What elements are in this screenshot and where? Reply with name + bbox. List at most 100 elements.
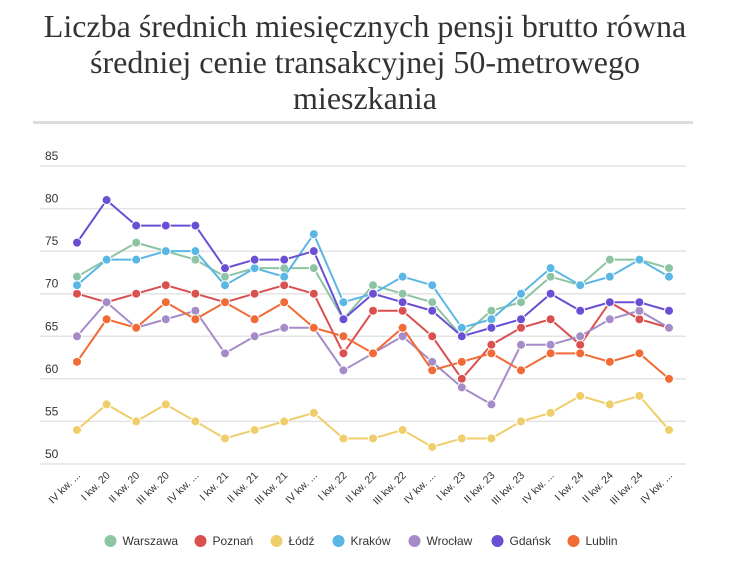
data-point: [190, 246, 201, 257]
data-point: [249, 331, 260, 342]
data-point: [545, 407, 556, 418]
data-point: [516, 416, 526, 427]
data-point: [427, 305, 438, 316]
x-tick-label: III kw. 23: [489, 470, 527, 508]
y-tick-label: 75: [45, 234, 59, 248]
data-point: [131, 237, 142, 248]
data-point: [338, 433, 349, 444]
data-point: [575, 305, 586, 316]
data-point: [160, 297, 171, 308]
data-point: [486, 348, 497, 359]
y-tick-label: 60: [45, 362, 59, 376]
data-point: [427, 280, 438, 291]
data-point: [397, 424, 408, 435]
data-point: [131, 220, 142, 231]
data-point: [279, 416, 290, 427]
data-point: [397, 305, 408, 316]
data-point: [456, 322, 467, 333]
data-point: [279, 297, 290, 308]
data-point: [160, 246, 171, 257]
data-point: [190, 254, 201, 265]
y-tick-label: 55: [45, 404, 59, 418]
data-point: [279, 322, 290, 333]
data-point: [456, 382, 467, 393]
legend-label: Warszawa: [123, 534, 179, 548]
data-point: [545, 271, 556, 282]
y-tick-label: 65: [45, 319, 59, 333]
x-tick-label: IV kw. ...: [47, 470, 84, 507]
data-point: [604, 356, 615, 367]
data-point: [456, 331, 467, 342]
data-point: [72, 331, 82, 342]
x-tick-label: IV kw. ...: [283, 470, 320, 507]
data-point: [604, 254, 615, 265]
data-point: [634, 254, 645, 265]
data-point: [634, 348, 645, 359]
data-point: [72, 280, 82, 291]
x-tick-label: IV kw. ...: [639, 470, 676, 507]
data-point: [249, 263, 260, 274]
data-point: [220, 263, 230, 274]
data-point: [308, 229, 319, 240]
data-point: [545, 314, 556, 325]
data-point: [190, 288, 201, 299]
data-point: [308, 246, 319, 257]
data-point: [368, 288, 378, 299]
data-point: [427, 331, 438, 342]
data-point: [249, 424, 260, 435]
data-point: [72, 424, 82, 435]
data-point: [575, 339, 586, 350]
data-point: [220, 297, 230, 308]
data-point: [249, 288, 260, 299]
y-tick-label: 80: [45, 192, 59, 206]
x-tick-label: III kw. 24: [608, 470, 646, 508]
data-point: [664, 373, 674, 384]
data-point: [516, 314, 526, 325]
data-point: [486, 433, 497, 444]
data-point: [486, 305, 497, 316]
data-point: [604, 399, 615, 410]
data-point: [101, 297, 112, 308]
data-point: [160, 280, 171, 291]
data-point: [634, 314, 645, 325]
data-point: [308, 288, 319, 299]
data-point: [72, 288, 82, 299]
data-point: [634, 305, 645, 316]
legend-marker: [270, 535, 283, 547]
data-point: [664, 271, 674, 282]
data-point: [101, 399, 112, 410]
data-point: [486, 339, 497, 350]
chart-title: Liczba średnich miesięcznych pensji brut…: [43, 8, 687, 116]
data-point: [427, 365, 438, 376]
legend-marker: [408, 535, 421, 547]
data-point: [308, 407, 319, 418]
data-point: [456, 373, 467, 384]
x-tick-label: IV kw. ...: [402, 470, 439, 507]
data-point: [516, 288, 526, 299]
data-point: [368, 305, 378, 316]
data-point: [190, 416, 201, 427]
data-point: [664, 424, 674, 435]
title-divider: [33, 121, 693, 124]
y-tick-label: 70: [45, 277, 59, 291]
data-point: [516, 322, 526, 333]
data-point: [427, 297, 438, 308]
data-point: [516, 365, 526, 376]
data-point: [279, 271, 290, 282]
legend-label: Lublin: [586, 534, 618, 548]
data-point: [604, 271, 615, 282]
y-tick-label: 50: [45, 447, 59, 461]
data-point: [545, 263, 556, 274]
data-point: [338, 314, 349, 325]
data-point: [516, 339, 526, 350]
data-point: [545, 348, 556, 359]
data-point: [72, 237, 82, 248]
data-point: [72, 271, 82, 282]
data-point: [664, 305, 674, 316]
data-point: [575, 348, 586, 359]
data-point: [575, 331, 586, 342]
data-point: [279, 254, 290, 265]
x-tick-label: III kw. 20: [134, 470, 172, 508]
data-point: [308, 322, 319, 333]
data-point: [338, 331, 349, 342]
